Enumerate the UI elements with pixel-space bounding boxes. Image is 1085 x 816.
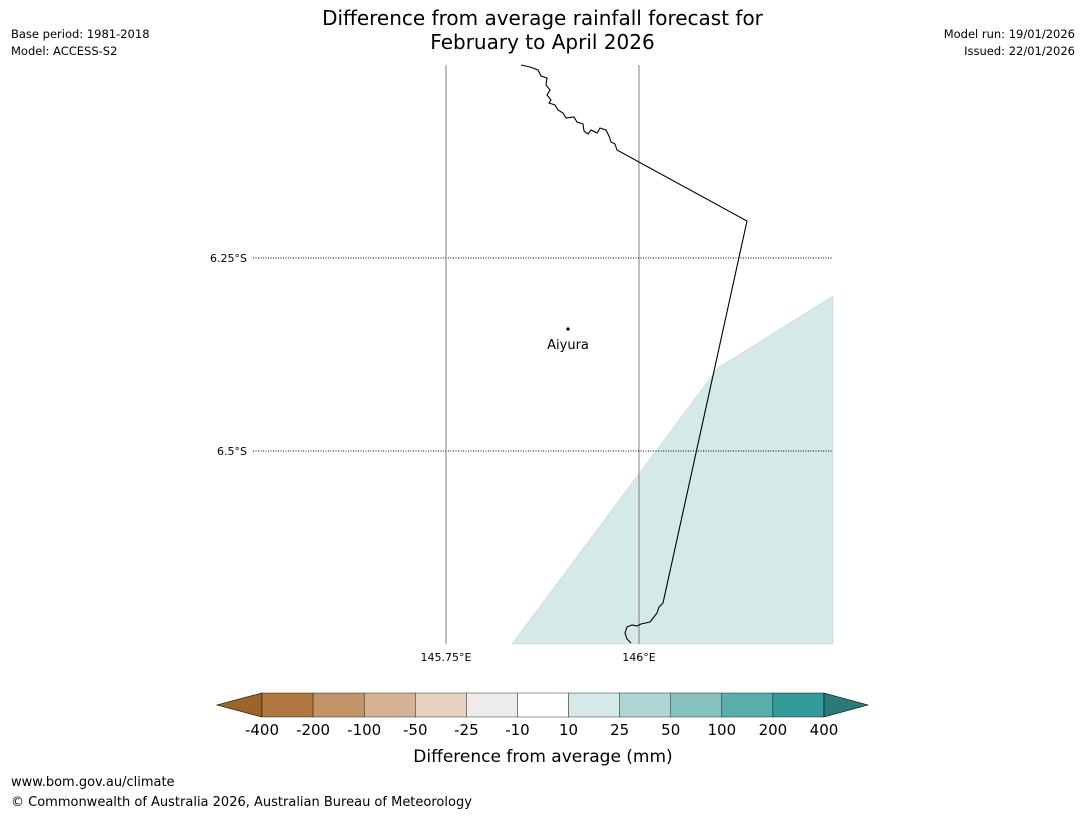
colorbar-segment bbox=[312, 692, 365, 718]
colorbar-segment bbox=[670, 692, 723, 718]
lat-label-6-5: 6.5°S bbox=[217, 445, 247, 458]
colorbar-segment bbox=[568, 692, 620, 718]
colorbar-tick-label: 100 bbox=[707, 721, 736, 739]
title-line-2: February to April 2026 bbox=[430, 30, 655, 54]
model-run: Model run: 19/01/2026 bbox=[943, 27, 1075, 41]
colorbar-tick-label: -50 bbox=[403, 721, 428, 739]
colorbar-tick-label: 25 bbox=[610, 721, 629, 739]
colorbar-tick-label: -10 bbox=[505, 721, 530, 739]
base-period: Base period: 1981-2018 bbox=[11, 27, 150, 41]
forecast-region-wetter bbox=[511, 295, 834, 645]
issued-date: Issued: 22/01/2026 bbox=[964, 44, 1075, 58]
coastline-border bbox=[520, 64, 748, 644]
title-line-1: Difference from average rainfall forecas… bbox=[322, 6, 763, 30]
colorbar-segment bbox=[363, 692, 416, 718]
colorbar-tick-label: 10 bbox=[559, 721, 578, 739]
colorbar-tick-label: -400 bbox=[245, 721, 279, 739]
lon-label-145-75: 145.75°E bbox=[421, 651, 472, 664]
footer-url[interactable]: www.bom.gov.au/climate bbox=[11, 775, 175, 790]
place-label-aiyura: Aiyura bbox=[547, 338, 589, 353]
colorbar-tick-label: 200 bbox=[759, 721, 788, 739]
meta-left: Base period: 1981-2018 Model: ACCESS-S2 bbox=[11, 26, 150, 60]
colorbar-tick-label: -200 bbox=[296, 721, 330, 739]
model-name: Model: ACCESS-S2 bbox=[11, 44, 118, 58]
colorbar-segment bbox=[415, 692, 467, 718]
lon-label-146: 146°E bbox=[622, 651, 655, 664]
colorbar-segment bbox=[772, 692, 825, 718]
colorbar-segment bbox=[721, 692, 774, 718]
colorbar-tick-label: 400 bbox=[810, 721, 839, 739]
colorbar-label: Difference from average (mm) bbox=[413, 747, 672, 767]
colorbar-extend-high bbox=[823, 692, 870, 718]
colorbar: -400 -200 -100 -50 -25 -10 10 25 50 100 200 400 bbox=[215, 692, 870, 739]
colorbar-tick-label: 50 bbox=[661, 721, 680, 739]
colorbar-tick-label: -25 bbox=[454, 721, 479, 739]
colorbar-segment bbox=[466, 692, 518, 718]
colorbar-segment bbox=[517, 692, 569, 718]
meta-right: Model run: 19/01/2026 Issued: 22/01/2026 bbox=[944, 26, 1075, 60]
lat-label-6-25: 6.25°S bbox=[210, 252, 247, 265]
colorbar-segment bbox=[619, 692, 671, 718]
colorbar-tick-label: -100 bbox=[347, 721, 381, 739]
colorbar-extend-low bbox=[215, 692, 263, 718]
place-marker-aiyura bbox=[566, 327, 570, 331]
chart-title: Difference from average rainfall forecas… bbox=[0, 6, 1085, 54]
colorbar-segment bbox=[261, 692, 314, 718]
footer-copyright: © Commonwealth of Australia 2026, Austra… bbox=[11, 795, 472, 810]
